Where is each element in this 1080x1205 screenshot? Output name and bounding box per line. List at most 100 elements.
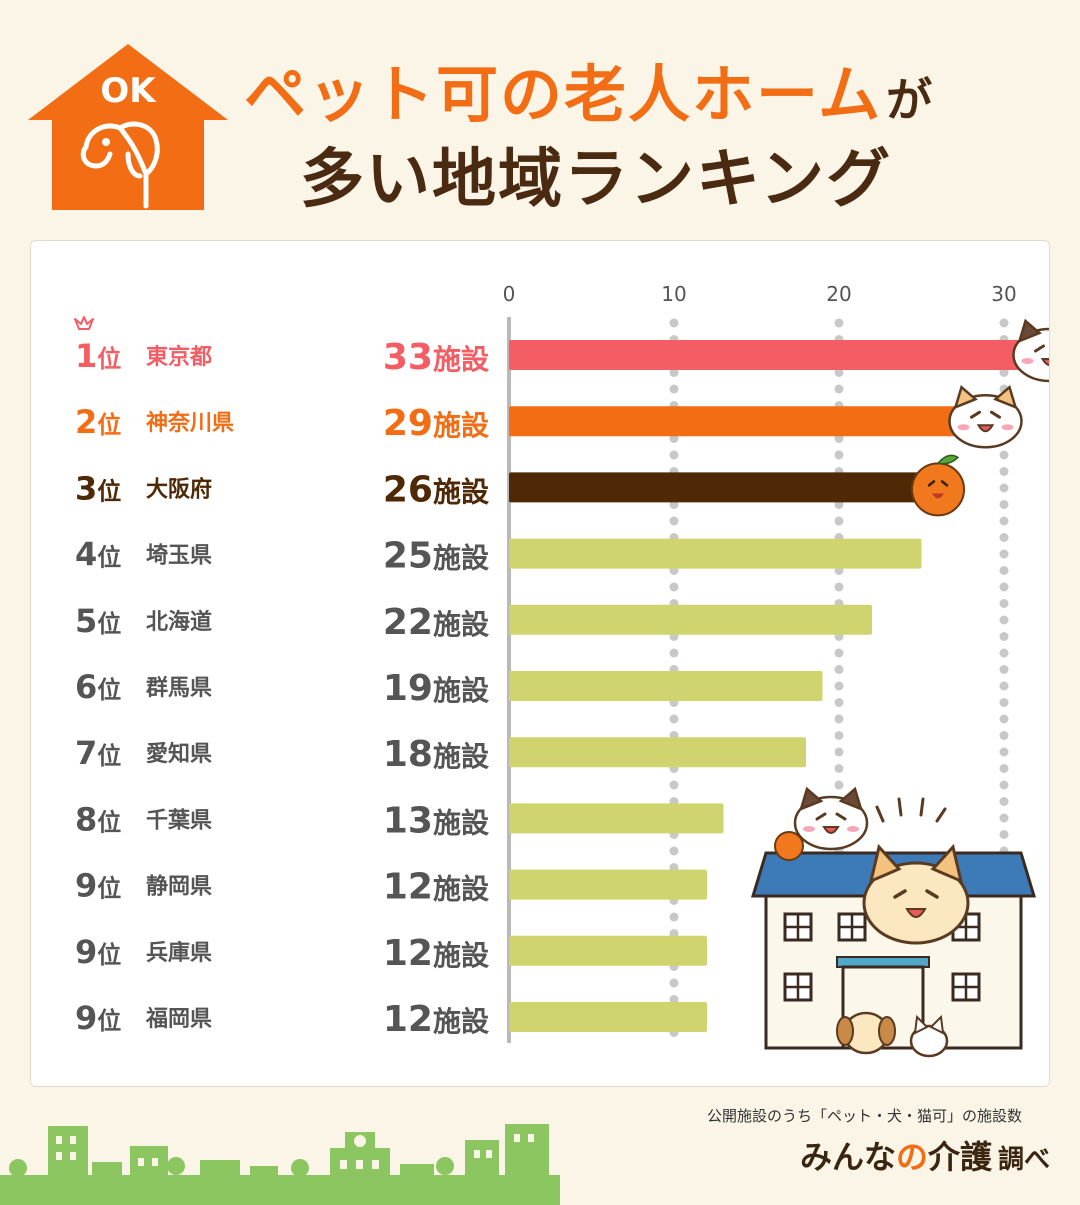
bar [509, 406, 988, 437]
rank-label: 9位 [75, 867, 121, 905]
count-unit: 施設 [433, 873, 490, 906]
grid-dot [999, 648, 1009, 658]
rank-label: 9位 [75, 999, 121, 1037]
prefecture-label: 群馬県 [146, 675, 212, 701]
grid-dot [834, 665, 844, 674]
bar [509, 671, 823, 701]
rank-number: 8 [75, 800, 97, 838]
source-credit: みんなの介護 調べ [800, 1132, 1050, 1178]
house-dog-logo: OK [28, 44, 228, 210]
count-unit: 施設 [433, 475, 490, 508]
cat-eyes [1034, 344, 1045, 353]
rank-suffix: 位 [97, 345, 121, 373]
cat-face-icon [1012, 318, 1049, 383]
rank-number: 3 [75, 469, 97, 507]
count-label: 19施設 [383, 668, 490, 709]
rank-number: 2 [75, 403, 97, 441]
rank-suffix: 位 [97, 1007, 121, 1035]
rank-suffix: 位 [97, 941, 121, 969]
grid-dot [999, 780, 1009, 790]
bar [509, 935, 707, 966]
grid-dot [834, 681, 844, 691]
count-number: 12 [383, 999, 433, 1040]
grid-dot [999, 747, 1009, 757]
count-unit: 施設 [433, 608, 490, 641]
logo-ok-text: OK [100, 71, 157, 111]
title-suffix: が [886, 73, 935, 127]
orange-mouth [932, 493, 944, 499]
grid-dot [834, 747, 844, 757]
cat-ear-right [993, 385, 1018, 410]
grid-dot [669, 516, 679, 526]
rank-label: 2位 [75, 403, 121, 441]
count-label: 13施設 [383, 800, 490, 841]
brand-pre: みんな [799, 1138, 896, 1176]
orange-body [911, 462, 965, 517]
grid-dot [834, 516, 844, 526]
rank-suffix: 位 [97, 742, 121, 770]
count-unit: 施設 [433, 409, 490, 442]
cat-mouth [1040, 358, 1049, 366]
cat-ear-right [838, 786, 863, 812]
grid-dot [834, 318, 844, 328]
grid-dot [669, 929, 679, 938]
rank-suffix: 位 [97, 676, 121, 704]
bar [509, 1002, 707, 1032]
cat-head [793, 795, 869, 851]
count-unit: 施設 [433, 740, 490, 773]
bar [509, 803, 724, 834]
tabby-head [862, 861, 970, 945]
puppy-ear-right [878, 1016, 896, 1046]
bar [509, 340, 1049, 370]
cat-eyes [970, 410, 1001, 419]
count-number: 19 [383, 668, 433, 709]
source-note: 公開施設のうち「ペット・犬・猫可」の施設数 [706, 1107, 1022, 1125]
grid-dot [999, 813, 1009, 823]
window-bars [953, 974, 979, 1000]
rank-label: 3位 [75, 469, 121, 507]
rank-number: 9 [75, 999, 97, 1037]
grid-dot [669, 648, 679, 658]
count-number: 25 [383, 536, 433, 577]
window-bars [839, 914, 865, 940]
small-orange-body [774, 831, 804, 861]
grid-dot [999, 731, 1009, 740]
rank-suffix: 位 [97, 610, 121, 638]
grid-dot [834, 764, 844, 773]
grid-dot [999, 599, 1009, 608]
prefecture-label: 静岡県 [146, 874, 212, 900]
grid-dot [999, 681, 1009, 691]
count-unit: 施設 [433, 343, 490, 376]
bar [509, 604, 872, 635]
house-window [783, 972, 813, 1002]
rank-number: 9 [75, 867, 97, 905]
prefecture-label: 埼玉県 [146, 544, 212, 569]
kitten-head [909, 1024, 949, 1058]
grid-dot [669, 582, 679, 592]
grid-dot [669, 780, 679, 790]
grid-dot [999, 714, 1009, 724]
count-label: 33施設 [383, 337, 490, 378]
prefecture-label: 北海道 [146, 609, 212, 635]
house-window [837, 912, 867, 942]
count-label: 18施設 [383, 734, 490, 775]
cat-cheek-left [803, 826, 815, 832]
grid-dot [999, 467, 1009, 476]
cat-cheek-left [1021, 358, 1034, 364]
page-title-line-1: ペット可の老人ホームが [244, 44, 934, 134]
rank-label: 7位 [75, 734, 121, 772]
chart-panel: 0 10 20 30 1位 東京都 33施設 2位 神奈川県 29施設 3位 大阪府 26施設 4位 埼玉… [30, 240, 1050, 1087]
grid-dot [999, 764, 1009, 773]
orange-eyes [927, 480, 949, 487]
rank-number: 9 [75, 933, 97, 971]
cat-face-icon [948, 385, 1023, 449]
count-label: 26施設 [383, 469, 490, 510]
count-number: 13 [383, 800, 433, 841]
grid-dot [834, 368, 844, 377]
rank-number: 1 [75, 337, 97, 375]
x-tick-label: 20 [826, 282, 851, 306]
count-number: 12 [383, 867, 433, 908]
prefecture-label: 神奈川県 [146, 410, 234, 436]
cat-ear-left [799, 786, 824, 812]
